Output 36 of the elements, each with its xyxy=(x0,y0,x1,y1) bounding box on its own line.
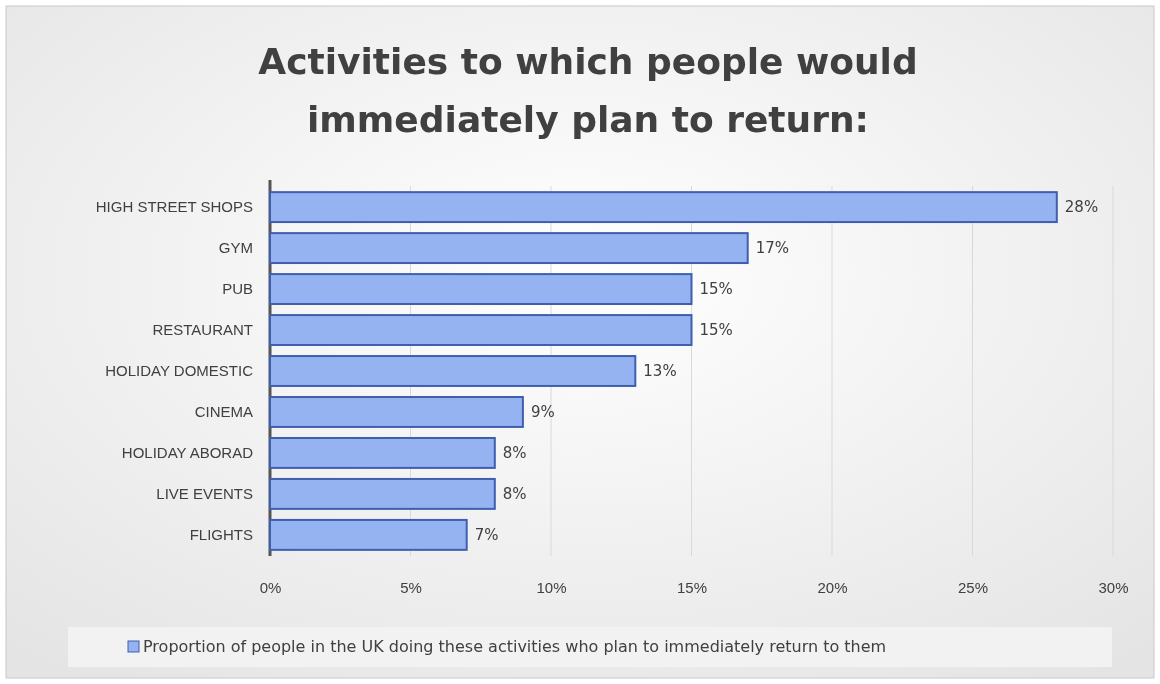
text: 9% xyxy=(530,402,555,421)
chart-title: Activities to which people would immediately plan to return: xyxy=(258,41,918,140)
x-tick-label: 15% xyxy=(676,578,708,596)
text: 15% xyxy=(699,321,733,340)
x-tick-label: 5% xyxy=(400,578,422,596)
y-tick-label: HOLIDAY DOMESTIC xyxy=(105,361,254,379)
text: 17% xyxy=(755,239,790,258)
text: 13% xyxy=(643,362,677,380)
bar xyxy=(269,273,693,306)
bar xyxy=(269,314,693,346)
y-tick-label: RESTAURANT xyxy=(152,320,253,338)
bar xyxy=(269,396,524,428)
text: 8% xyxy=(502,443,527,462)
y-tick-label: FLIGHTS xyxy=(189,525,253,543)
bar xyxy=(269,191,1058,224)
y-tick-label: HOLIDAY ABORAD xyxy=(121,443,254,461)
bar xyxy=(269,232,749,265)
x-tick-label: 10% xyxy=(536,578,567,596)
y-tick-label: GYM xyxy=(218,238,253,256)
x-tick-label: 30% xyxy=(1098,578,1129,596)
text: 28% xyxy=(1064,198,1099,217)
bar xyxy=(269,436,496,469)
x-tick-label: 25% xyxy=(957,578,989,596)
bar xyxy=(269,477,496,510)
text: 8% xyxy=(502,484,527,503)
bar xyxy=(269,518,468,551)
x-tick-label: 20% xyxy=(817,578,848,596)
legend-label: Proportion of people in the UK doing these activities who plan to immediately return to them xyxy=(143,637,887,656)
y-tick-label: CINEMA xyxy=(194,402,253,420)
y-tick-label: HIGH STREET SHOPS xyxy=(95,197,253,215)
y-tick-label: PUB xyxy=(222,279,253,297)
y-tick-label: LIVE EVENTS xyxy=(156,484,253,502)
text: 15% xyxy=(699,280,733,299)
text: 7% xyxy=(474,525,499,544)
bar xyxy=(269,355,637,387)
x-tick-label: 0% xyxy=(259,578,282,596)
